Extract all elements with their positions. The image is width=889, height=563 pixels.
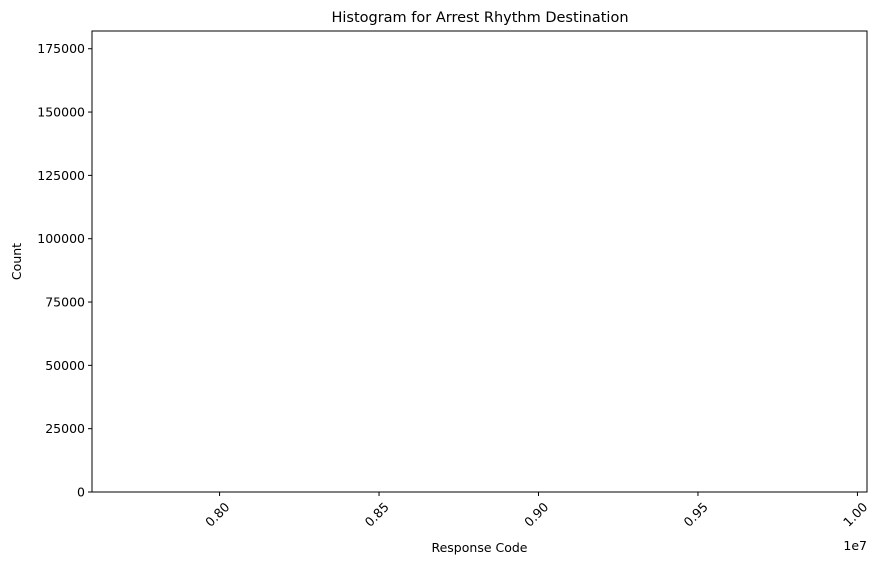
- x-tick-label: 0.95: [681, 499, 711, 529]
- x-axis-offset-label: 1e7: [843, 538, 867, 553]
- x-axis-label: Response Code: [431, 540, 527, 555]
- chart-title: Histogram for Arrest Rhythm Destination: [331, 10, 628, 26]
- x-tick-label: 0.85: [362, 499, 392, 529]
- y-tick-label: 0: [77, 485, 85, 500]
- plot-area-frame: [91, 30, 868, 493]
- y-tick-label: 75000: [45, 295, 85, 310]
- y-tick-label: 25000: [45, 421, 85, 436]
- x-axis: 0.80 0.85 0.90 0.95 1.00: [202, 492, 870, 530]
- y-tick-label: 175000: [37, 41, 85, 56]
- x-tick-label: 1.00: [840, 499, 870, 529]
- y-axis: 0 25000 50000 75000 100000 125000 150000 175000: [37, 41, 92, 500]
- x-tick-label: 0.90: [521, 499, 551, 529]
- x-tick-label: 0.80: [202, 499, 232, 529]
- y-tick-label: 150000: [37, 105, 85, 120]
- y-tick-label: 125000: [37, 168, 85, 183]
- y-tick-label: 50000: [45, 358, 85, 373]
- y-axis-label: Count: [9, 243, 24, 280]
- y-tick-label: 100000: [37, 231, 85, 246]
